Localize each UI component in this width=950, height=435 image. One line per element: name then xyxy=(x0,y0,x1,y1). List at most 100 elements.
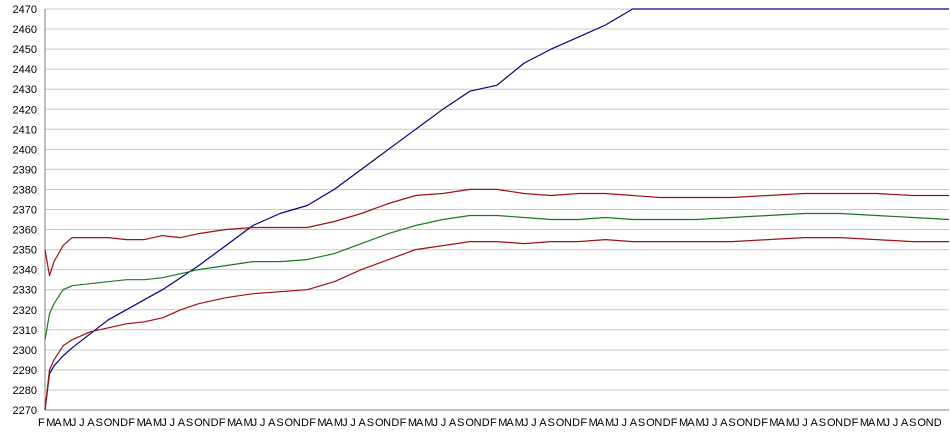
x-tick-label: J xyxy=(350,417,356,429)
x-tick-label: J xyxy=(432,417,438,429)
gridlines xyxy=(45,8,949,411)
x-tick-label: S xyxy=(638,417,645,429)
x-tick-label: F xyxy=(128,417,135,429)
x-tick-label: J xyxy=(893,417,899,429)
x-tick-label: J xyxy=(802,417,808,429)
x-tick-label: A xyxy=(54,417,62,429)
y-tick-label: 2270 xyxy=(13,405,37,417)
x-tick-label: O xyxy=(194,417,203,429)
x-tick-label: A xyxy=(630,417,638,429)
x-tick-label: A xyxy=(811,417,819,429)
x-tick-label: F xyxy=(852,417,859,429)
series-line-2 xyxy=(44,188,949,277)
x-tick-label: S xyxy=(186,417,193,429)
x-tick-label: D xyxy=(120,417,128,429)
x-tick-label: D xyxy=(391,417,399,429)
x-tick-label: D xyxy=(572,417,580,429)
x-tick-label: F xyxy=(309,417,316,429)
x-tick-label: N xyxy=(202,417,210,429)
x-tick-label: O xyxy=(375,417,384,429)
x-tick-label: M xyxy=(46,417,55,429)
x-tick-label: M xyxy=(769,417,778,429)
x-tick-label: N xyxy=(112,417,120,429)
x-tick-label: M xyxy=(153,417,162,429)
x-tick-label: M xyxy=(695,417,704,429)
x-tick-label: S xyxy=(367,417,374,429)
x-tick-label: A xyxy=(87,417,95,429)
x-tick-label: J xyxy=(441,417,447,429)
y-tick-label: 2300 xyxy=(13,345,37,357)
y-tick-label: 2450 xyxy=(13,44,37,56)
x-tick-label: J xyxy=(704,417,710,429)
y-tick-label: 2280 xyxy=(13,385,37,397)
x-tick-label: M xyxy=(589,417,598,429)
y-tick-label: 2440 xyxy=(13,64,37,76)
x-tick-label: M xyxy=(515,417,524,429)
series-lines xyxy=(44,8,950,411)
y-tick-label: 2470 xyxy=(13,4,37,16)
y-tick-label: 2400 xyxy=(13,144,37,156)
x-tick-label: A xyxy=(235,417,243,429)
y-tick-label: 2320 xyxy=(13,305,37,317)
x-tick-label: S xyxy=(909,417,916,429)
x-tick-label: S xyxy=(819,417,826,429)
x-tick-label: A xyxy=(416,417,424,429)
x-tick-label: M xyxy=(424,417,433,429)
y-tick-label: 2420 xyxy=(13,104,37,116)
y-tick-label: 2290 xyxy=(13,365,37,377)
x-tick-label: A xyxy=(506,417,514,429)
x-tick-label: M xyxy=(334,417,343,429)
x-tick-label: F xyxy=(490,417,497,429)
x-tick-label: J xyxy=(252,417,258,429)
series-line-4 xyxy=(44,237,949,411)
x-tick-label: A xyxy=(268,417,276,429)
x-tick-label: O xyxy=(917,417,926,429)
x-tick-label: A xyxy=(326,417,334,429)
x-tick-label: A xyxy=(539,417,547,429)
x-tick-label: A xyxy=(868,417,876,429)
x-tick-label: J xyxy=(523,417,529,429)
x-tick-label: J xyxy=(161,417,167,429)
x-tick-label: D xyxy=(301,417,309,429)
x-tick-label: J xyxy=(712,417,718,429)
x-tick-label: F xyxy=(761,417,768,429)
series-line-3 xyxy=(44,212,950,340)
x-tick-label: M xyxy=(786,417,795,429)
x-tick-label: A xyxy=(687,417,695,429)
x-tick-label: N xyxy=(835,417,843,429)
x-tick-label: M xyxy=(243,417,252,429)
y-tick-label: 2370 xyxy=(13,205,37,217)
x-tick-label: D xyxy=(843,417,851,429)
x-tick-label: S xyxy=(548,417,555,429)
y-tick-label: 2430 xyxy=(13,84,37,96)
x-tick-label: O xyxy=(104,417,113,429)
y-tick-label: 2390 xyxy=(13,164,37,176)
y-tick-label: 2330 xyxy=(13,285,37,297)
x-tick-label: M xyxy=(63,417,72,429)
x-tick-label: M xyxy=(605,417,614,429)
x-tick-label: J xyxy=(794,417,800,429)
axes xyxy=(44,9,949,411)
x-tick-label: A xyxy=(901,417,909,429)
x-tick-label: A xyxy=(720,417,728,429)
x-tick-label: A xyxy=(778,417,786,429)
y-tick-label: 2410 xyxy=(13,124,37,136)
x-tick-label: M xyxy=(679,417,688,429)
x-tick-label: O xyxy=(827,417,836,429)
x-tick-label: D xyxy=(753,417,761,429)
x-tick-label: N xyxy=(654,417,662,429)
x-tick-label: D xyxy=(663,417,671,429)
series-line-1 xyxy=(44,8,949,411)
x-tick-label: J xyxy=(884,417,890,429)
x-tick-label: A xyxy=(597,417,605,429)
x-tick-label: O xyxy=(465,417,474,429)
x-tick-label: O xyxy=(737,417,746,429)
x-tick-label: N xyxy=(926,417,934,429)
x-tick-label: F xyxy=(580,417,587,429)
x-tick-label: N xyxy=(293,417,301,429)
x-tick-label: N xyxy=(745,417,753,429)
x-tick-label: D xyxy=(211,417,219,429)
x-tick-label: J xyxy=(169,417,175,429)
